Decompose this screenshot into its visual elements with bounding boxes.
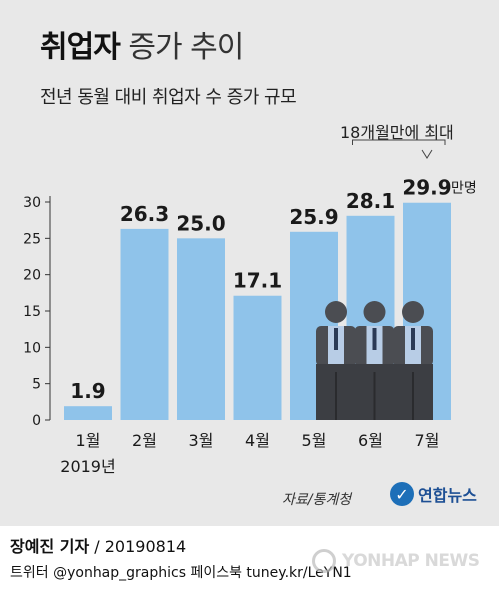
office-worker-figure-2-head — [363, 301, 386, 323]
x-tick-label: 5월 — [302, 431, 327, 450]
bar-value-label: 29.9 — [402, 176, 451, 200]
reporter-name: 장예진 기자 — [10, 537, 90, 556]
x-tick-label: 4월 — [245, 431, 270, 450]
y-tick-label: 20 — [23, 268, 41, 284]
year-label: 2019년 — [60, 457, 115, 476]
bar-value-label: 17.1 — [233, 269, 282, 293]
social-links: 트위터 @yonhap_graphics 페이스북 tuney.kr/LeYN1 — [10, 565, 352, 581]
x-tick-label: 1월 — [76, 431, 101, 450]
watermark-icon — [312, 549, 336, 573]
source-note: 자료/통계청 — [282, 492, 352, 508]
bar — [177, 238, 225, 420]
bar-value-label: 25.9 — [289, 205, 338, 229]
yonhap-logo-icon: ✓ — [390, 482, 414, 506]
chart-title: 취업자 증가 추이 — [40, 22, 244, 66]
title-bold: 취업자 — [40, 30, 121, 65]
y-tick-label: 10 — [23, 340, 41, 356]
office-worker-figure-2-tie — [372, 328, 377, 350]
office-worker-figure-1-tie — [334, 328, 338, 350]
y-tick-label: 30 — [23, 195, 41, 211]
annotation-bracket — [352, 139, 446, 145]
title-light: 증가 추이 — [128, 30, 244, 65]
bar — [64, 406, 112, 420]
bar-value-label: 28.1 — [346, 189, 395, 213]
chart-subtitle: 전년 동월 대비 취업자 수 증가 규모 — [40, 87, 297, 108]
office-worker-figure-3-tie — [411, 328, 415, 350]
watermark-text: YONHAP NEWS — [342, 551, 480, 571]
office-worker-figure-1-head — [325, 301, 347, 323]
yonhap-logo-text: 연합뉴스 — [418, 486, 477, 505]
x-tick-label: 6월 — [358, 431, 383, 450]
peak-annotation: 18개월만에 최대 — [340, 123, 454, 142]
y-tick-label: 15 — [23, 304, 41, 320]
office-worker-figure-3-head — [402, 301, 424, 323]
bar — [120, 228, 169, 420]
bar-value-label: 1.9 — [70, 379, 105, 403]
byline: 장예진 기자 / 20190814 — [10, 533, 186, 557]
y-tick-label: 25 — [23, 231, 41, 247]
x-tick-label: 2월 — [132, 431, 157, 450]
bar-value-label: 25.0 — [176, 211, 225, 235]
y-tick-label: 0 — [32, 413, 41, 429]
publish-date: / 20190814 — [89, 537, 187, 556]
x-tick-label: 3월 — [189, 431, 214, 450]
x-tick-label: 7월 — [415, 431, 440, 450]
annotation-pointer — [421, 149, 433, 159]
yonhap-logo: ✓ 연합뉴스 — [390, 482, 477, 506]
bar-value-label: 26.3 — [120, 202, 169, 226]
bar — [233, 295, 282, 420]
unit-label: 만명 — [451, 181, 477, 197]
y-tick-label: 5 — [32, 377, 41, 393]
chart-card: 취업자 증가 추이 전년 동월 대비 취업자 수 증가 규모 18개월만에 최대… — [0, 0, 499, 526]
yonhap-watermark: YONHAP NEWS — [312, 546, 494, 576]
bar-chart: 0 5 10 15 20 25 30 1.9 1월 26.3 2월 25.0 3월 17.1 4월 25.9 5… — [23, 139, 477, 476]
